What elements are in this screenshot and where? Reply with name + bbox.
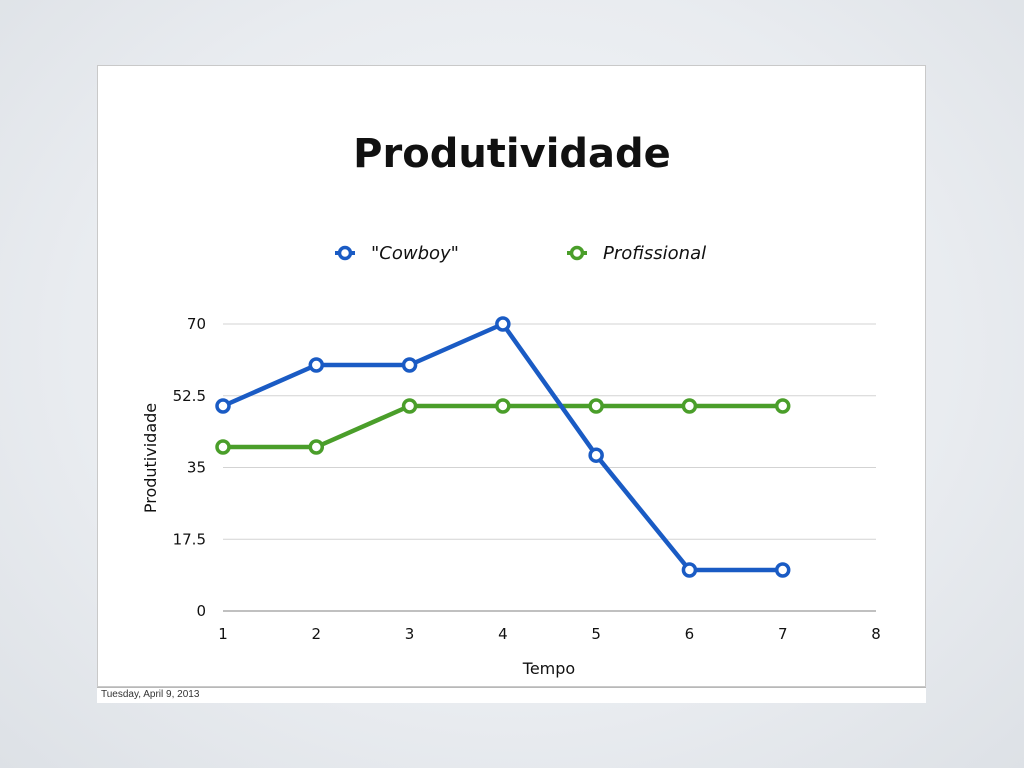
x-axis-label: Tempo [522, 659, 575, 678]
data-point [495, 316, 511, 332]
x-tick-label: 3 [405, 625, 415, 643]
data-point [308, 439, 325, 455]
data-point [401, 398, 418, 414]
data-point [495, 398, 511, 414]
slide: Produtividade "Cowboy" Profissional 0 17.5… [97, 65, 926, 687]
data-point [774, 398, 791, 414]
legend-swatch-marker [569, 245, 585, 261]
chart-title: Produtividade [353, 131, 671, 177]
x-axis-ticks: 1 2 3 4 5 6 7 8 [218, 625, 881, 643]
data-point [588, 398, 604, 414]
data-point [215, 398, 231, 414]
footer-date: Tuesday, April 9, 2013 [101, 689, 200, 700]
legend-label: "Cowboy" [371, 243, 459, 264]
x-tick-label: 2 [312, 625, 322, 643]
x-tick-label: 4 [498, 625, 508, 643]
data-point [681, 562, 698, 578]
y-tick-label: 70 [187, 315, 206, 333]
chart: Produtividade "Cowboy" Profissional 0 17.5… [141, 131, 881, 678]
slide-footer: Tuesday, April 9, 2013 [97, 687, 926, 703]
legend-swatch-marker [337, 245, 353, 261]
y-axis-ticks: 0 17.5 35 52.5 70 [173, 315, 206, 620]
data-point [774, 562, 791, 578]
y-tick-label: 0 [196, 602, 206, 620]
legend-item: "Cowboy" [335, 243, 459, 264]
x-tick-label: 1 [218, 625, 228, 643]
chart-grid [223, 323, 876, 612]
x-tick-label: 5 [591, 625, 601, 643]
x-tick-label: 7 [778, 625, 788, 643]
y-tick-label: 52.5 [173, 387, 206, 405]
series-profissional [215, 398, 791, 455]
chart-legend: "Cowboy" Profissional [335, 243, 706, 264]
data-point [308, 357, 325, 373]
data-point [401, 357, 418, 373]
chart-series [215, 316, 791, 578]
x-tick-label: 8 [871, 625, 881, 643]
x-tick-label: 6 [685, 625, 695, 643]
legend-label: Profissional [603, 243, 706, 264]
data-point [215, 439, 231, 455]
y-axis-label: Produtividade [141, 403, 160, 513]
y-tick-label: 35 [187, 459, 206, 477]
data-point [588, 447, 604, 463]
legend-item: Profissional [567, 243, 706, 264]
y-tick-label: 17.5 [173, 530, 206, 548]
data-point [681, 398, 698, 414]
series-cowboy [215, 316, 791, 578]
